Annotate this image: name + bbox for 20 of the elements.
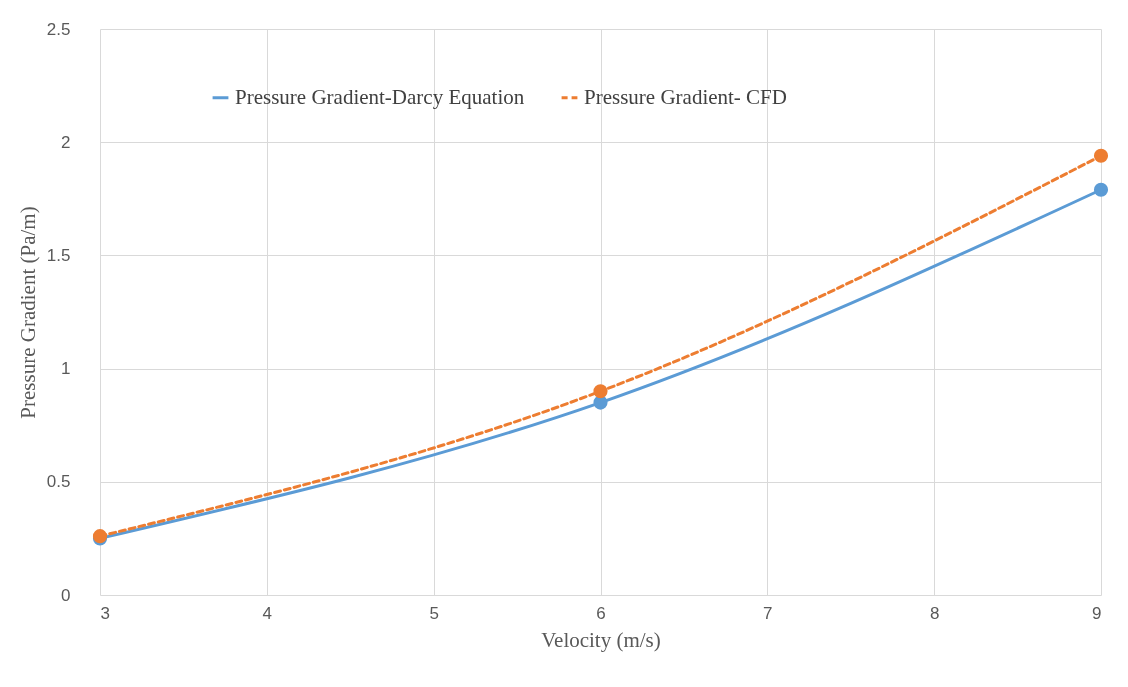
y-tick-label: 2.5 [46, 19, 71, 39]
legend-label: Pressure Gradient- CFD [584, 84, 787, 109]
x-tick-label: 7 [763, 603, 773, 623]
x-tick-label: 8 [929, 603, 940, 623]
x-axis-title: Velocity (m/s) [541, 627, 661, 652]
x-tick-label: 6 [596, 603, 606, 623]
point [593, 384, 608, 399]
y-axis-title: Pressure Gradient (Pa/m) [15, 206, 40, 419]
y-tick-label: 0 [61, 585, 71, 605]
x-tick-label: 5 [429, 603, 439, 623]
legend-label: Pressure Gradient-Darcy Equation [235, 84, 525, 109]
x-tick-label: 3 [100, 603, 110, 623]
y-tick-label: 2 [61, 132, 71, 152]
y-tick-label: 1 [61, 359, 71, 379]
y-tick-label: 0.5 [46, 472, 71, 492]
y-tick-label: 1.5 [46, 245, 71, 265]
point [1093, 148, 1109, 163]
x-tick-label: 4 [262, 603, 273, 623]
point [1093, 182, 1109, 197]
x-tick-label: 9 [1092, 603, 1102, 623]
